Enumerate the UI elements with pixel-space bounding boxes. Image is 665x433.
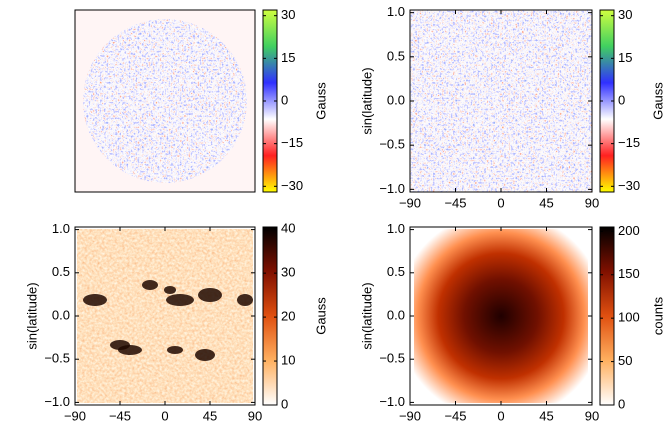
colorbar-tick-label: 0 bbox=[281, 396, 288, 411]
y-axis-label: sin(latitude) bbox=[359, 282, 374, 349]
active-region bbox=[118, 345, 142, 355]
colorbar-tick-label: −15 bbox=[618, 135, 640, 150]
colorbar-label: Gauss bbox=[313, 297, 328, 335]
colorbar-tick-label: 15 bbox=[618, 50, 632, 65]
x-tick-label: 45 bbox=[203, 408, 217, 423]
active-region bbox=[198, 288, 222, 302]
y-tick-label: −1.0 bbox=[379, 181, 405, 196]
colorbar-tick-label: 30 bbox=[281, 7, 295, 22]
active-region bbox=[166, 294, 194, 306]
colorbar-tick-label: 15 bbox=[281, 50, 295, 65]
colorbar-tick-label: 20 bbox=[281, 309, 295, 324]
plot-frame bbox=[74, 9, 256, 193]
active-region bbox=[167, 346, 183, 354]
x-tick-label: 45 bbox=[539, 195, 553, 210]
counts-map bbox=[414, 229, 588, 403]
synoptic-map bbox=[410, 10, 592, 192]
y-tick-label: 0.5 bbox=[52, 264, 70, 279]
x-tick-label: 90 bbox=[585, 195, 599, 210]
y-tick-label: −1.0 bbox=[379, 394, 405, 409]
colorbar-tick-label: −15 bbox=[281, 135, 303, 150]
colorbar bbox=[599, 226, 615, 406]
colorbar-tick-label: 50 bbox=[618, 353, 632, 368]
x-tick-label: 0 bbox=[161, 408, 168, 423]
colorbar-tick-label: 0 bbox=[618, 396, 625, 411]
unsigned-map bbox=[77, 229, 253, 403]
y-tick-label: 1.0 bbox=[387, 221, 405, 236]
colorbar-label: counts bbox=[650, 296, 665, 335]
colorbar-tick-label: 100 bbox=[618, 310, 640, 325]
colorbar-tick-label: 30 bbox=[618, 7, 632, 22]
x-tick-label: 90 bbox=[585, 408, 599, 423]
colorbar-tick-label: 10 bbox=[281, 352, 295, 367]
y-tick-label: 1.0 bbox=[52, 221, 70, 236]
magnetogram-disk bbox=[83, 19, 247, 183]
active-region bbox=[164, 286, 176, 294]
active-region bbox=[195, 349, 215, 361]
active-region bbox=[142, 280, 158, 290]
y-tick-label: −0.5 bbox=[379, 351, 405, 366]
x-tick-label: −90 bbox=[64, 408, 86, 423]
colorbar-label: Gauss bbox=[313, 82, 328, 120]
colorbar-tick-label: −30 bbox=[281, 178, 303, 193]
y-axis-label: sin(latitude) bbox=[24, 282, 39, 349]
y-axis-label: sin(latitude) bbox=[359, 67, 374, 134]
y-tick-label: 0.5 bbox=[387, 264, 405, 279]
colorbar-tick-label: 30 bbox=[281, 265, 295, 280]
colorbar-tick-label: 150 bbox=[618, 266, 640, 281]
x-tick-label: −90 bbox=[399, 195, 421, 210]
y-tick-label: 0.0 bbox=[387, 307, 405, 322]
y-tick-label: −0.5 bbox=[379, 137, 405, 152]
x-tick-label: −90 bbox=[399, 408, 421, 423]
colorbar-tick-label: 0 bbox=[281, 92, 288, 107]
x-tick-label: −45 bbox=[444, 408, 466, 423]
y-tick-label: 0.0 bbox=[387, 92, 405, 107]
x-tick-label: 0 bbox=[497, 195, 504, 210]
y-tick-label: −0.5 bbox=[44, 351, 70, 366]
x-tick-label: −45 bbox=[444, 195, 466, 210]
y-tick-label: 0.5 bbox=[387, 48, 405, 63]
x-tick-label: 45 bbox=[539, 408, 553, 423]
x-tick-label: −45 bbox=[109, 408, 131, 423]
x-tick-label: 90 bbox=[248, 408, 262, 423]
y-tick-label: −1.0 bbox=[44, 394, 70, 409]
colorbar-tick-label: 40 bbox=[281, 221, 295, 236]
colorbar-tick-label: 0 bbox=[618, 92, 625, 107]
colorbar bbox=[262, 226, 278, 406]
active-region bbox=[83, 294, 107, 306]
x-tick-label: 0 bbox=[497, 408, 504, 423]
colorbar-tick-label: −30 bbox=[618, 178, 640, 193]
y-tick-label: 1.0 bbox=[387, 4, 405, 19]
active-region bbox=[237, 294, 253, 306]
colorbar-label: Gauss bbox=[650, 82, 665, 120]
colorbar-tick-label: 200 bbox=[618, 223, 640, 238]
y-tick-label: 0.0 bbox=[52, 307, 70, 322]
